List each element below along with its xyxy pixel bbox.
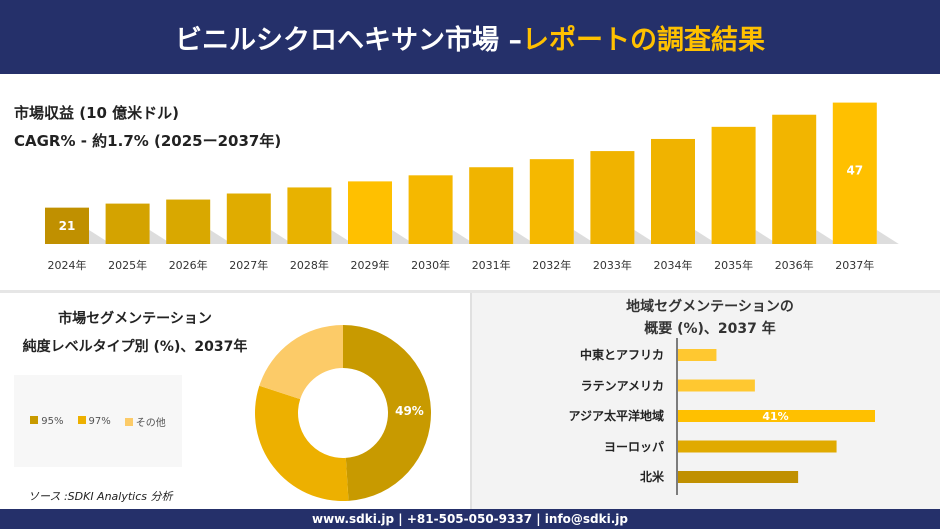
page-title: ビニルシクロヘキサン市場 – <box>175 24 522 56</box>
x-tick-label: 2037年 <box>835 259 875 272</box>
bar-shadow <box>876 230 899 244</box>
bar-shadow <box>755 230 778 244</box>
x-tick-label: 2033年 <box>592 259 632 272</box>
x-tick-label: 2029年 <box>350 259 390 272</box>
bar-shadow <box>210 230 233 244</box>
legend-label: その他 <box>135 417 166 429</box>
legend-swatch <box>30 415 39 424</box>
revenue-bar <box>287 187 332 244</box>
revenue-bar <box>45 207 89 244</box>
donut-slice <box>254 385 349 501</box>
bar-shadow <box>573 230 596 244</box>
revenue-bar <box>832 102 877 244</box>
revenue-title: 市場収益 (10 億米ドル) <box>14 104 180 122</box>
bar-shadow <box>513 230 536 244</box>
revenue-bar <box>711 126 756 244</box>
bar-shadow <box>331 230 354 244</box>
revenue-bar <box>772 114 817 244</box>
bar-shadow <box>89 230 111 244</box>
bar-shadow <box>270 230 293 244</box>
x-tick-label: 2032年 <box>532 259 572 272</box>
x-tick-label: 2028年 <box>289 259 329 272</box>
region-label: アジア太平洋地域 <box>568 409 664 423</box>
revenue-bar-chart: 21 47 <box>45 102 899 244</box>
x-tick-label: 2034年 <box>653 259 693 272</box>
segment-title-line1: 市場セグメンテーション <box>58 311 212 327</box>
purity-donut-chart: 49% <box>254 325 431 501</box>
bar-shadow <box>452 230 475 244</box>
donut-data-label: 49% <box>395 404 424 418</box>
region-label: ヨーロッパ <box>603 439 664 454</box>
revenue-bar <box>348 181 392 244</box>
legend-item: その他 <box>124 414 166 429</box>
legend-label: 95% <box>41 415 64 427</box>
region-label: 北米 <box>639 470 664 484</box>
x-tick-label: 2030年 <box>411 259 451 272</box>
region-label: 中東とアフリカ <box>579 348 664 362</box>
donut-slice <box>343 325 431 501</box>
region-title-line1: 地域セグメンテーションの <box>626 299 794 315</box>
bar-shadow <box>816 230 839 244</box>
legend-label: 97% <box>88 415 111 427</box>
legend-item: 95% <box>30 415 64 427</box>
x-tick-label: 2031年 <box>471 259 511 272</box>
revenue-bar <box>105 203 150 244</box>
segment-title-line2: 純度レベルタイプ別 (%)、2037年 <box>22 339 248 355</box>
x-tick-label: 2025年 <box>108 259 148 272</box>
cagr-text: CAGR% - 約1.7% (2025ー2037年) <box>14 132 282 150</box>
revenue-bar <box>166 199 211 244</box>
revenue-bar <box>469 167 514 244</box>
bar-shadow <box>634 230 657 244</box>
divider <box>470 293 472 509</box>
legend-item: 97% <box>77 415 111 427</box>
header-banner: ビニルシクロヘキサン市場 – レポートの調査結果 <box>0 0 940 74</box>
bar-data-label: 47 <box>846 164 863 178</box>
region-title: 地域セグメンテーションの 概要 (%)、2037 年 <box>590 296 830 340</box>
segment-title: 市場セグメンテーション純度レベルタイプ別 (%)、2037年 <box>20 308 250 358</box>
donut-slice <box>259 325 343 400</box>
x-tick-label: 2035年 <box>714 259 754 272</box>
page-title-accent: レポートの調査結果 <box>521 24 765 56</box>
x-tick-label: 2027年 <box>229 259 269 272</box>
x-tick-label: 2036年 <box>774 259 814 272</box>
revenue-bar <box>529 159 574 244</box>
revenue-bar <box>590 151 635 244</box>
legend-swatch <box>124 417 133 426</box>
bar-shadow <box>392 230 414 244</box>
bar-shadow <box>695 230 717 244</box>
region-title-line2: 概要 (%)、2037 年 <box>644 321 776 337</box>
x-tick-label: 2024年 <box>47 259 87 272</box>
region-label: ラテンアメリカ <box>580 378 664 393</box>
bar-shadow <box>149 230 172 244</box>
donut-legend: 95% 97% その他 <box>14 375 182 467</box>
legend-swatch <box>77 415 86 424</box>
revenue-panel: 市場収益 (10 億米ドル) CAGR% - 約1.7% (2025ー2037年… <box>0 74 940 290</box>
x-tick-label: 2026年 <box>168 259 208 272</box>
bar-data-label: 21 <box>59 219 76 233</box>
source-note: ソース :SDKI Analytics 分析 <box>28 490 173 503</box>
divider <box>0 290 940 293</box>
revenue-bar <box>408 175 453 244</box>
revenue-bar <box>651 138 695 244</box>
revenue-bar <box>226 193 271 244</box>
footer-contact: www.sdki.jp | +81-505-050-9337 | info@sd… <box>0 509 940 529</box>
